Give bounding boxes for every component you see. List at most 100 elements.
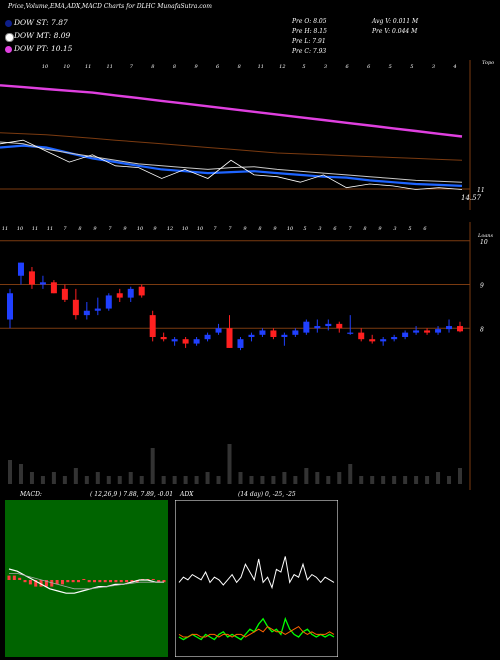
macd-histogram-bar <box>162 580 166 583</box>
legend-label-st: DOW ST: 7.87 <box>14 18 68 27</box>
candle-body <box>127 288 134 298</box>
volume-bar <box>370 476 375 484</box>
candle-body <box>424 330 431 333</box>
legend-label-mt: DOW MT: 8.09 <box>14 31 71 40</box>
macd-histogram-bar <box>55 580 59 585</box>
top-digit-label: 11 <box>107 64 113 70</box>
macd-histogram-bar <box>119 580 123 583</box>
candle-body <box>72 299 79 316</box>
top-digit-label: 10 <box>197 226 204 232</box>
top-digit-label: 7 <box>228 226 232 232</box>
top-digit-label: 5 <box>389 64 392 70</box>
stat-avg-volume: Avg V: 0.011 M <box>372 18 419 25</box>
macd-histogram-bar <box>34 580 38 587</box>
top-digit-label: 8 <box>363 226 366 232</box>
macd-histogram-bar <box>66 580 70 583</box>
volume-bar <box>260 476 265 484</box>
chart-header-title: Price,Volume,EMA,ADX,MACD Charts for DLH… <box>8 3 212 10</box>
volume-bar <box>84 476 89 484</box>
y-label: 10 <box>480 239 488 246</box>
top-digit-label: 11 <box>47 226 53 232</box>
volume-bar <box>18 464 23 484</box>
volume-bar <box>183 476 188 484</box>
volume-bar <box>150 448 155 484</box>
volume-bar <box>238 472 243 484</box>
y-label: 9 <box>480 283 484 290</box>
macd-histogram-bar <box>157 580 161 583</box>
volume-bar <box>62 476 67 484</box>
adx-line-2 <box>178 625 335 638</box>
volume-bar <box>216 476 221 484</box>
candle-body <box>457 326 463 332</box>
top-digit-label: 8 <box>78 226 81 232</box>
macd-line-0 <box>8 568 164 594</box>
volume-bar <box>436 472 441 484</box>
legend-swatch-st <box>5 20 12 27</box>
top-digit-label: 10 <box>17 226 24 232</box>
macd-histogram-bar <box>44 580 48 587</box>
series-line-4 <box>0 139 463 190</box>
volume-bar <box>392 476 397 484</box>
top-digit-label: 4 <box>452 64 456 70</box>
corner-label: Loans <box>477 233 494 239</box>
volume-bar <box>359 476 364 484</box>
stat-pre-volume: Pre V: 0.044 M <box>372 28 418 35</box>
top-digit-label: 9 <box>194 64 198 70</box>
candle-body <box>435 329 442 333</box>
candle-body <box>270 330 277 337</box>
y-label: 11 <box>477 187 485 194</box>
y-label: 14.57 <box>461 194 482 202</box>
volume-bar <box>8 460 12 484</box>
candle-body <box>160 337 167 340</box>
top-digit-label: 10 <box>182 226 189 232</box>
top-digit-label: 10 <box>137 226 144 232</box>
candle-body <box>446 326 453 330</box>
top-digit-label: 8 <box>238 64 241 70</box>
top-digit-label: 3 <box>393 226 396 232</box>
volume-bar <box>51 472 56 484</box>
volume-bar <box>161 476 166 484</box>
volume-bar <box>128 472 133 484</box>
top-digit-label: 12 <box>279 64 285 70</box>
macd-histogram-bar <box>76 580 80 583</box>
top-digit-label: 9 <box>243 226 247 232</box>
top-digit-label: 5 <box>410 64 413 70</box>
corner-label: Topo <box>482 60 494 66</box>
top-digit-label: 10 <box>287 226 294 232</box>
volume-bar <box>73 468 78 484</box>
candle-body <box>248 334 255 337</box>
top-digit-label: 10 <box>63 64 70 70</box>
volume-bar <box>172 476 177 484</box>
candle-body <box>149 315 156 337</box>
candle-body <box>61 288 68 300</box>
top-digit-label: 8 <box>151 64 154 70</box>
volume-bar <box>447 476 452 484</box>
top-digit-label: 6 <box>367 64 371 70</box>
macd-histogram-bar <box>60 580 64 585</box>
macd-histogram-bar <box>82 579 86 580</box>
volume-bar <box>326 476 331 484</box>
volume-bar <box>315 472 320 484</box>
stat-close: Pre C: 7.93 <box>292 48 327 55</box>
volume-bar <box>205 472 210 484</box>
macd-histogram-bar <box>12 575 16 580</box>
series-line-2 <box>0 144 463 187</box>
legend-label-pt: DOW PT: 10.15 <box>14 44 73 53</box>
macd-histogram-bar <box>50 580 54 587</box>
top-digit-label: 5 <box>303 226 306 232</box>
volume-bar <box>249 476 254 484</box>
top-digit-label: 3 <box>318 226 321 232</box>
candle-body <box>402 332 409 337</box>
candle-body <box>380 339 387 342</box>
candle-body <box>204 334 211 340</box>
volume-bar <box>139 476 144 484</box>
legend-swatch-pt <box>5 46 12 53</box>
macd-title: MACD: <box>20 491 42 498</box>
macd-histogram-bar <box>23 580 27 583</box>
y-label: 8 <box>480 326 484 333</box>
candlestick-chart: 10 9 8 11 10 11 11 7 8 9 7 9 10 9 12 10 10 7 7 9 8 9 10 5 3 6 7 8 9 3… <box>0 222 494 490</box>
volume-bar <box>282 472 287 484</box>
volume-bar <box>304 468 309 484</box>
candle-body <box>303 321 310 333</box>
volume-bar <box>458 468 462 484</box>
